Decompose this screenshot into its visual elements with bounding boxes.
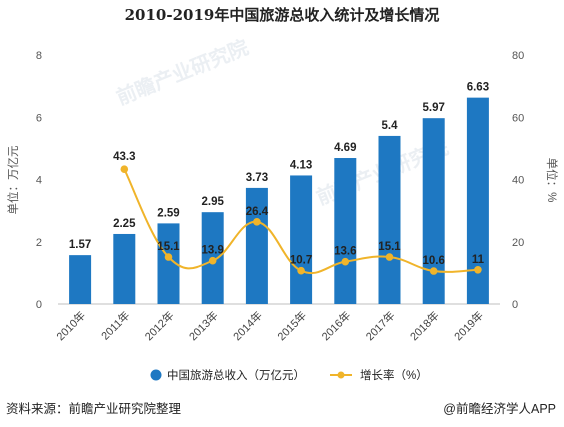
source-note: 资料来源：前瞻产业研究院整理 (6, 402, 182, 416)
growth-rate-point (120, 165, 129, 174)
bar (69, 255, 92, 304)
y-left-tick-label: 8 (36, 50, 42, 62)
x-tick-label: 2014年 (230, 308, 265, 343)
bar-value-label: 2.25 (113, 218, 136, 230)
y-right-tick-label: 20 (512, 237, 524, 249)
x-tick-label: 2011年 (98, 308, 132, 342)
y-right-tick-label: 0 (512, 299, 518, 311)
bar-value-label: 2.95 (202, 196, 225, 208)
y-right-axis-title: 单位：% (545, 158, 559, 203)
chart-title: 2010-2019年中国旅游总收入统计及增长情况 (124, 6, 440, 24)
bar-value-label: 4.69 (334, 142, 356, 154)
watermark-text: 前瞻产业研究院 (113, 35, 252, 110)
bar (422, 118, 445, 304)
growth-rate-line (123, 168, 478, 275)
x-tick-label: 2010年 (53, 308, 88, 343)
x-tick-label: 2018年 (407, 308, 442, 343)
bar (157, 223, 180, 304)
growth-rate-label: 15.1 (378, 241, 401, 253)
data-labels-layer: 1.57 2.25 2.59 2.95 3.73 4.13 4.69 5.4 5.97 6.63 4… (69, 82, 489, 267)
x-tick-label: 2012年 (142, 308, 177, 343)
bars-layer (69, 97, 489, 304)
credit-note: @前瞻经济学人APP (443, 402, 556, 416)
growth-rate-point (341, 257, 350, 266)
legend-bar-swatch (150, 369, 162, 381)
growth-rate-label: 26.4 (246, 206, 269, 218)
growth-rate-point (164, 253, 173, 261)
growth-rate-label: 10.6 (423, 255, 445, 267)
x-tick-label: 2017年 (363, 308, 398, 343)
bar-value-label: 4.13 (290, 159, 312, 171)
y-left-tick-label: 6 (36, 112, 42, 124)
bar-value-label: 5.97 (423, 102, 445, 114)
growth-rate-point (474, 265, 482, 274)
bar (334, 158, 357, 304)
bar (290, 175, 313, 304)
bar-value-label: 1.57 (69, 239, 91, 251)
bar (466, 97, 489, 304)
y-right-tick-label: 80 (512, 50, 524, 62)
watermark-layer: 前瞻产业研究院前瞻产业研究院 (113, 35, 452, 210)
y-right-tick-label: 60 (512, 112, 524, 124)
x-tick-label: 2013年 (186, 308, 221, 343)
x-tick-label: 2015年 (274, 308, 309, 343)
growth-rate-point (297, 266, 305, 275)
y-left-tick-label: 4 (36, 175, 42, 187)
y-left-tick-label: 0 (36, 299, 42, 311)
y-right-tick-label: 40 (512, 175, 524, 187)
legend: 中国旅游总收入（万亿元） 增长率（%） (150, 368, 428, 382)
legend-line-label: 增长率（%） (360, 368, 428, 382)
growth-rate-label: 13.9 (202, 245, 224, 257)
growth-line-layer (120, 165, 482, 275)
bar (378, 135, 401, 304)
growth-rate-label: 43.3 (113, 151, 135, 163)
growth-rate-label: 10.7 (290, 255, 312, 267)
bar-value-label: 3.73 (246, 172, 268, 184)
legend-bar-label: 中国旅游总收入（万亿元） (167, 368, 305, 382)
growth-rate-point (385, 253, 394, 261)
y-left-axis-title: 单位：万亿元 (6, 145, 20, 214)
bar-value-label: 2.59 (157, 207, 179, 219)
legend-line-marker (337, 371, 345, 379)
growth-rate-label: 15.1 (157, 241, 180, 253)
bar-value-label: 6.63 (467, 82, 489, 94)
bar (245, 187, 268, 304)
y-left-tick-label: 2 (36, 237, 42, 249)
growth-rate-point (253, 218, 261, 226)
growth-rate-label: 13.6 (334, 246, 356, 258)
growth-rate-label: 11 (472, 254, 485, 266)
x-tick-label: 2019年 (451, 308, 486, 343)
bar (113, 233, 136, 304)
bar-value-label: 5.4 (382, 120, 399, 132)
x-tick-label: 2016年 (318, 308, 353, 343)
growth-rate-point (429, 267, 438, 275)
growth-rate-point (208, 256, 217, 265)
